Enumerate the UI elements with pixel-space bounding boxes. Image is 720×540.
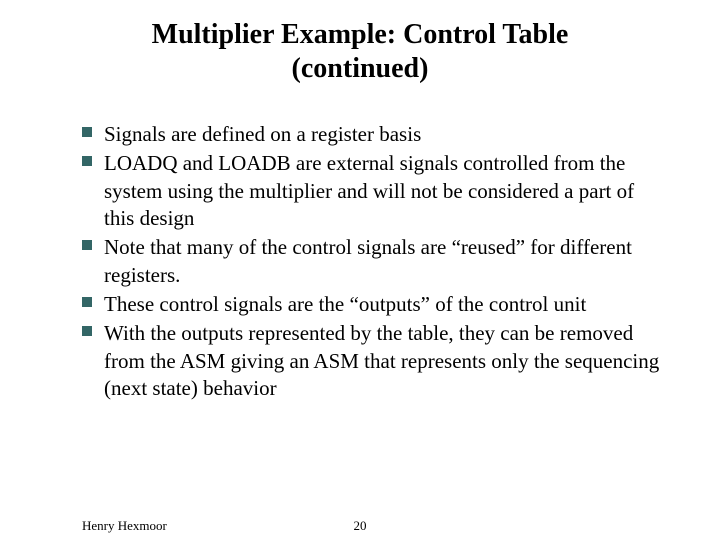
square-bullet-icon [82,326,92,336]
bullet-item: These control signals are the “outputs” … [82,291,660,318]
slide: Multiplier Example: Control Table (conti… [0,0,720,540]
bullet-item: Signals are defined on a register basis [82,121,660,148]
square-bullet-icon [82,156,92,166]
bullet-text: LOADQ and LOADB are external signals con… [104,151,634,230]
bullet-text: Note that many of the control signals ar… [104,235,632,286]
bullet-list: Signals are defined on a register basis … [60,121,660,402]
bullet-item: Note that many of the control signals ar… [82,234,660,289]
square-bullet-icon [82,297,92,307]
bullet-text: With the outputs represented by the tabl… [104,321,659,400]
bullet-text: Signals are defined on a register basis [104,122,421,146]
footer-author: Henry Hexmoor [82,518,167,534]
bullet-item: LOADQ and LOADB are external signals con… [82,150,660,232]
bullet-item: With the outputs represented by the tabl… [82,320,660,402]
bullet-text: These control signals are the “outputs” … [104,292,586,316]
title-line-2: (continued) [292,53,429,84]
footer-page-number: 20 [354,518,367,534]
slide-title: Multiplier Example: Control Table (conti… [60,18,660,85]
square-bullet-icon [82,240,92,250]
square-bullet-icon [82,127,92,137]
title-line-1: Multiplier Example: Control Table [152,19,569,50]
